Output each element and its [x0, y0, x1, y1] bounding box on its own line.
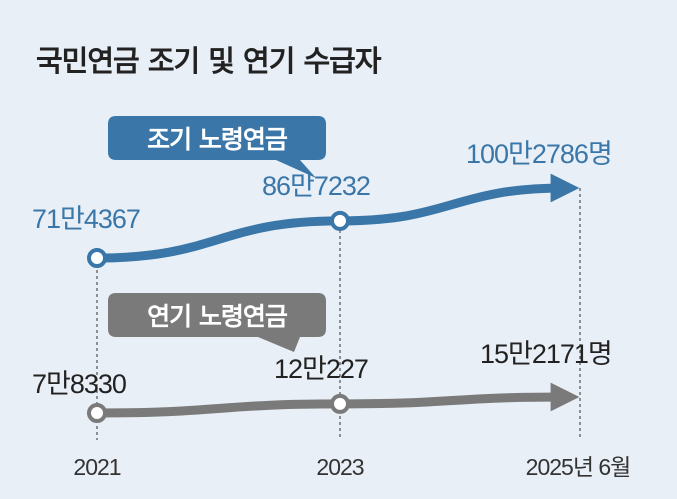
data-label-early-2023: 86만7232	[262, 171, 370, 201]
data-label-early-2021: 71만4367	[32, 204, 140, 234]
data-label-deferred-2021: 7만8330	[32, 369, 126, 399]
data-label-deferred-2025: 15만2171명	[480, 339, 612, 369]
point-early-2021	[87, 248, 107, 268]
legend-callout-deferred: 연기 노령연금	[108, 293, 326, 352]
chart-title: 국민연금 조기 및 연기 수급자	[36, 44, 382, 78]
x-tick-2025-june: 2025년 6월	[526, 454, 631, 480]
legend-label-deferred: 연기 노령연금	[147, 302, 288, 331]
legend-label-early: 조기 노령연금	[147, 125, 288, 154]
point-deferred-2023	[330, 393, 350, 414]
data-label-early-2025: 100만2786명	[466, 139, 612, 169]
data-label-deferred-2023: 12만227	[274, 354, 368, 384]
point-deferred-2021	[87, 403, 107, 423]
x-tick-2021: 2021	[73, 454, 120, 480]
legend-callout-early: 조기 노령연금	[108, 116, 326, 178]
x-tick-2023: 2023	[316, 454, 363, 480]
point-early-2023	[330, 210, 350, 231]
